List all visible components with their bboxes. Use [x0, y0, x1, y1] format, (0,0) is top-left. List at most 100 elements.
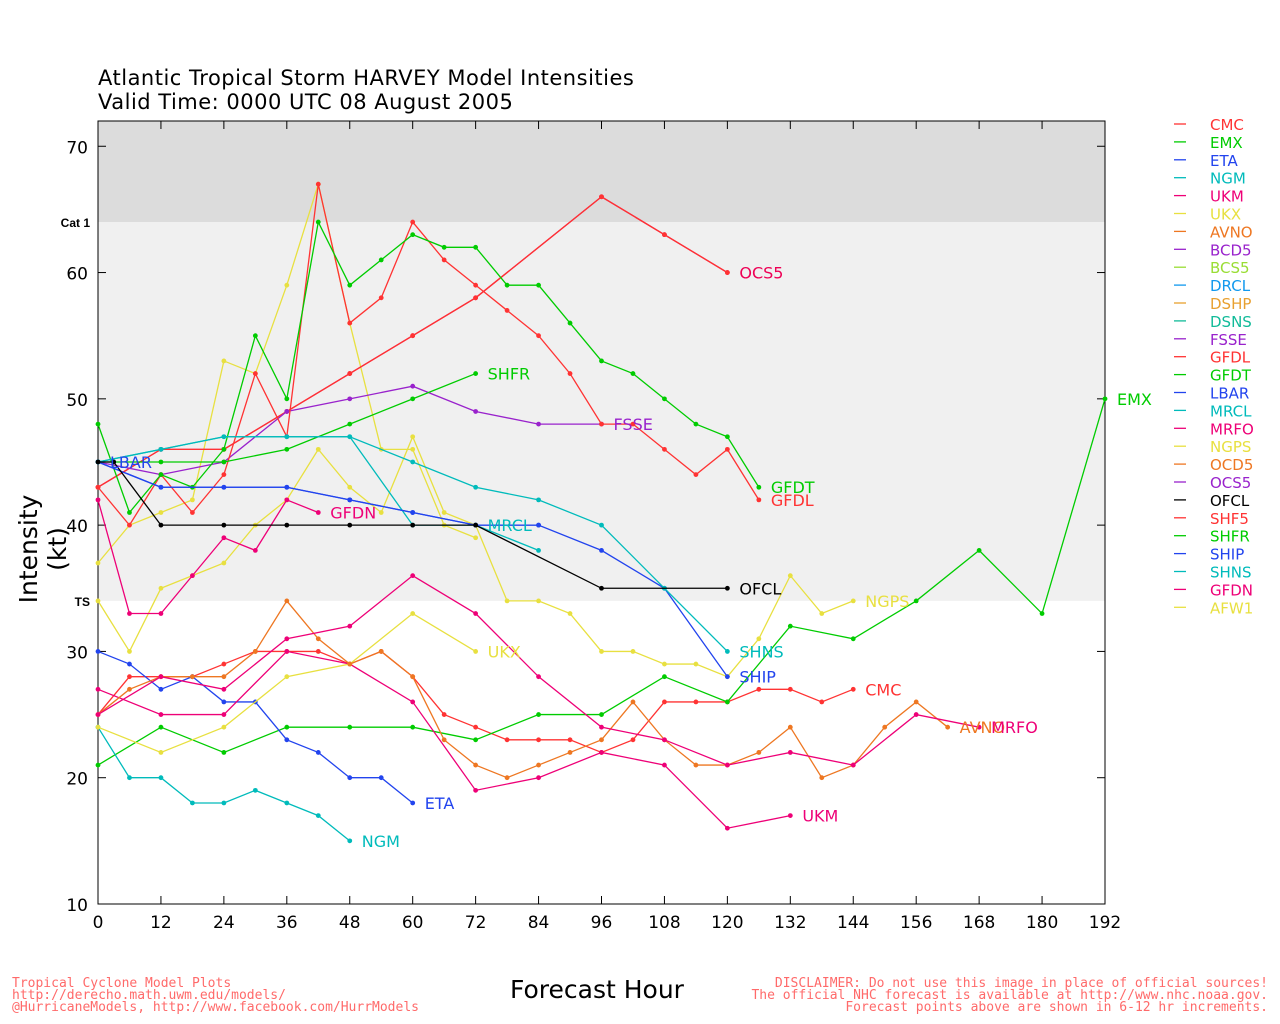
- legend-item-dsns: DSNS: [1210, 313, 1252, 331]
- series-point-ngps: [819, 611, 825, 616]
- series-point-ngm: [347, 838, 353, 844]
- series-point-ngps: [221, 560, 227, 566]
- series-point-ukm: [221, 712, 227, 717]
- series-point-mrfo: [347, 623, 353, 629]
- series-point-gfdl: [347, 320, 353, 326]
- series-label-shns: SHNS: [739, 642, 783, 661]
- series-point-ukm: [536, 775, 541, 781]
- series-point-ngps: [567, 611, 573, 616]
- series-point-eta: [95, 649, 101, 654]
- series-point-ngps: [347, 484, 353, 490]
- x-tick-label: 156: [900, 913, 932, 933]
- series-point-ngm: [221, 800, 227, 806]
- series-point-ngps: [127, 649, 132, 654]
- x-tick-label: 96: [591, 913, 613, 933]
- series-point-shns: [284, 434, 290, 440]
- series-point-gfdl: [536, 333, 541, 339]
- legend-item-shns: SHNS: [1210, 564, 1252, 582]
- x-tick-label: 48: [339, 913, 361, 933]
- series-label-gfdl: GFDL: [771, 491, 814, 510]
- series-point-ukm: [599, 750, 604, 755]
- series-line-ofcl: [98, 461, 728, 589]
- series-point-ocd5: [724, 270, 730, 275]
- series-point-ship: [536, 522, 541, 528]
- series-point-ukx: [221, 724, 227, 730]
- series-point-afw1: [410, 446, 416, 452]
- series-point-gfdl: [410, 219, 416, 225]
- series-point-afw1: [190, 497, 195, 503]
- series-point-gfdt: [473, 244, 479, 250]
- series-point-mrfo: [284, 636, 290, 642]
- series-point-gfdt: [378, 257, 384, 263]
- series-point-mrfo: [724, 762, 730, 768]
- series-point-cmc: [536, 737, 541, 743]
- series-point-avno: [221, 674, 227, 680]
- series-point-ukx: [95, 724, 101, 730]
- x-axis-label: Forecast Hour: [510, 975, 684, 1004]
- series-line-ukm: [97, 650, 791, 829]
- series-point-afw1: [284, 282, 290, 288]
- series-point-cmc: [567, 737, 573, 743]
- series-line-ocd5: [97, 195, 728, 488]
- y-tick-label: 50: [66, 391, 88, 411]
- series-point-shns: [473, 484, 479, 490]
- series-point-emx: [913, 598, 919, 604]
- series-point-cmc: [630, 737, 636, 743]
- series-point-mrfo: [850, 762, 856, 768]
- series-point-gfdl: [662, 446, 667, 452]
- series-point-cmc: [127, 674, 132, 680]
- series-point-avno: [693, 762, 699, 768]
- series-label-cmc: CMC: [865, 680, 901, 699]
- series-point-bcd5: [473, 409, 479, 414]
- series-point-eta: [284, 737, 290, 743]
- band-ts: [98, 222, 1105, 601]
- series-point-gfdl: [473, 282, 479, 288]
- series-point-mrfo: [536, 674, 541, 680]
- series-label-gfdn: GFDN: [330, 504, 376, 523]
- legend-item-shfr: SHFR: [1210, 528, 1250, 546]
- x-tick-label: 132: [774, 913, 806, 933]
- series-point-gfdt: [441, 244, 447, 250]
- series-point-ngm: [315, 813, 321, 818]
- y-tick-label: 60: [66, 265, 88, 285]
- x-tick-label: 120: [711, 913, 743, 933]
- series-point-bcd5: [536, 421, 541, 427]
- series-line-avno: [97, 599, 949, 779]
- y-tick-label: 10: [66, 896, 88, 916]
- series-point-avno: [190, 674, 195, 680]
- series-label-emx: EMX: [1117, 390, 1152, 409]
- series-point-shns: [410, 459, 416, 465]
- series-line-cmc: [97, 650, 854, 754]
- series-point-ship: [599, 547, 604, 553]
- footer-left-link1[interactable]: http://derecho.math.uwm.edu/models/: [12, 988, 286, 1003]
- series-point-gfdn: [127, 611, 132, 616]
- series-point-ngps: [787, 573, 793, 579]
- series-point-emx: [158, 724, 164, 730]
- legend-item-ocd5: OCD5: [1210, 456, 1253, 474]
- series-label-mrfo: MRFO: [991, 718, 1038, 737]
- series-point-gfdt: [252, 333, 258, 339]
- series-point-gfdl: [567, 371, 573, 376]
- x-tick-label: 12: [150, 913, 172, 933]
- series-point-ship: [284, 484, 290, 490]
- legend-item-afw1: AFW1: [1210, 599, 1253, 617]
- legend-item-gfdt: GFDT: [1210, 367, 1252, 385]
- series-point-gfdt: [599, 358, 604, 364]
- series-label-ship: SHIP: [739, 668, 776, 687]
- series-point-gfdn: [190, 573, 195, 579]
- series-point-ofcl: [599, 585, 604, 591]
- series-point-ocd5: [347, 371, 353, 376]
- series-point-gfdt: [756, 484, 762, 490]
- series-point-gfdl: [504, 308, 510, 313]
- series-point-gfdl: [190, 510, 195, 515]
- series-point-gfdl: [724, 446, 730, 452]
- series-point-ship: [724, 674, 730, 680]
- series-point-ukx: [158, 750, 164, 755]
- series-point-cmc: [819, 699, 825, 705]
- x-tick-label: 144: [837, 913, 869, 933]
- series-point-shns: [599, 522, 604, 528]
- series-point-avno: [630, 699, 636, 705]
- series-point-gfdt: [95, 421, 101, 427]
- footer-left-link2[interactable]: @HurricaneModels, http://www.facebook.co…: [12, 1000, 419, 1015]
- series-point-gfdl: [599, 421, 604, 427]
